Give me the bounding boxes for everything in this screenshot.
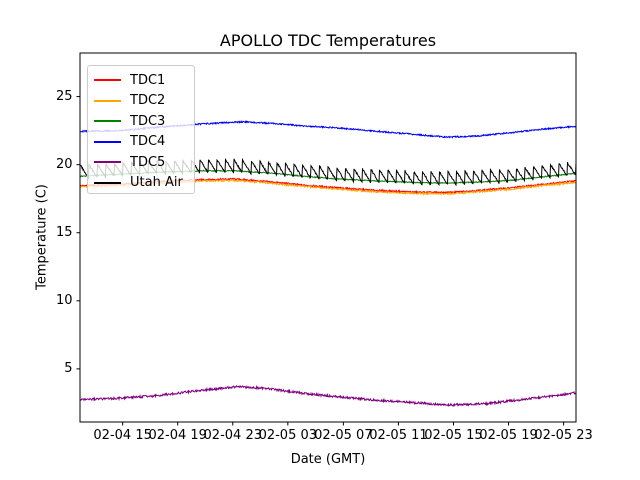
y-tick-label: 10 <box>55 292 73 308</box>
legend-entry: TDC3 <box>88 111 194 132</box>
series-line-tdc5 <box>79 384 577 408</box>
x-tick-label: 02-04 23 <box>203 427 262 443</box>
x-tick-label: 02-05 11 <box>369 427 428 443</box>
x-tick-label: 02-05 03 <box>258 427 318 443</box>
x-tick-label: 02-05 15 <box>424 427 483 443</box>
legend-label: TDC3 <box>130 113 166 129</box>
y-tick-label: 20 <box>55 156 73 172</box>
y-tick-label: 15 <box>55 224 73 240</box>
legend-line-sample <box>94 79 121 82</box>
legend: TDC1 TDC2 TDC3 TDC4 TDC5 Utah Air <box>87 65 195 194</box>
legend-entry: TDC5 <box>88 152 194 173</box>
y-tick-label: 25 <box>55 88 73 104</box>
legend-line-sample <box>94 120 121 123</box>
legend-entry: TDC2 <box>88 91 194 112</box>
legend-line-sample <box>94 161 121 164</box>
x-tick-label: 02-04 19 <box>148 427 207 443</box>
x-tick-label: 02-05 23 <box>534 427 593 443</box>
legend-line-sample <box>94 140 121 143</box>
y-tick-label: 5 <box>64 360 73 376</box>
legend-label: TDC4 <box>130 134 166 150</box>
x-tick-label: 02-04 15 <box>93 427 152 443</box>
legend-label: Utah Air <box>130 175 183 191</box>
axes-frame <box>79 52 577 423</box>
legend-entry: Utah Air <box>88 173 194 194</box>
x-tick-label: 02-05 07 <box>314 427 373 443</box>
legend-entry: TDC1 <box>88 70 194 91</box>
legend-line-sample <box>94 181 121 184</box>
legend-label: TDC5 <box>130 154 166 170</box>
x-axis-label: Date (GMT) <box>290 452 366 467</box>
legend-line-sample <box>94 99 121 102</box>
x-tick-label: 02-05 19 <box>479 427 538 443</box>
chart-title: APOLLO TDC Temperatures <box>219 31 437 50</box>
legend-label: TDC2 <box>130 93 166 109</box>
legend-entry: TDC4 <box>88 132 194 153</box>
legend-label: TDC1 <box>130 72 166 88</box>
